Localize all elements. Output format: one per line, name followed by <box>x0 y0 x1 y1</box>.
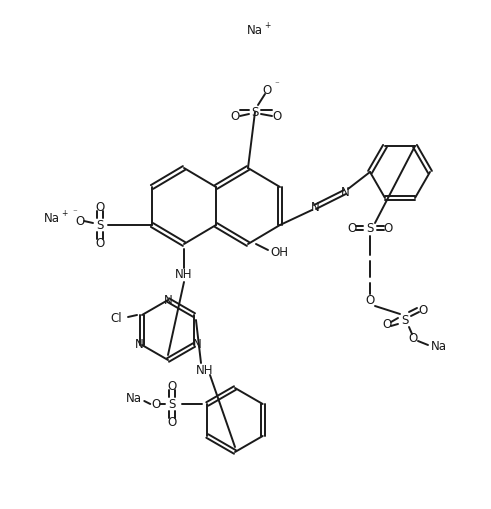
Text: O: O <box>382 318 392 330</box>
Text: N: N <box>311 201 319 213</box>
Text: S: S <box>366 221 374 235</box>
Text: O: O <box>347 221 356 235</box>
Text: O: O <box>95 201 105 213</box>
Text: Na: Na <box>44 212 60 224</box>
Text: NH: NH <box>196 363 214 377</box>
Text: Na: Na <box>126 392 142 406</box>
Text: O: O <box>262 83 272 97</box>
Text: ⁻: ⁻ <box>73 209 78 217</box>
Text: OH: OH <box>270 245 288 259</box>
Text: O: O <box>409 331 418 345</box>
Text: O: O <box>152 398 161 410</box>
Text: N: N <box>164 294 172 306</box>
Text: Na: Na <box>431 340 447 353</box>
Text: N: N <box>135 338 143 352</box>
Text: N: N <box>192 338 201 352</box>
Text: Cl: Cl <box>110 312 122 325</box>
Text: S: S <box>251 105 259 119</box>
Text: O: O <box>365 294 375 306</box>
Text: S: S <box>96 218 104 232</box>
Text: O: O <box>76 214 84 228</box>
Text: O: O <box>230 109 240 123</box>
Text: +: + <box>61 209 67 217</box>
Text: O: O <box>273 109 282 123</box>
Text: O: O <box>167 415 177 429</box>
Text: ⁻: ⁻ <box>274 80 279 90</box>
Text: S: S <box>401 314 409 326</box>
Text: S: S <box>168 398 176 410</box>
Text: O: O <box>383 221 393 235</box>
Text: +: + <box>264 20 270 30</box>
Text: Na: Na <box>247 23 263 37</box>
Text: O: O <box>167 380 177 392</box>
Text: O: O <box>95 237 105 249</box>
Text: O: O <box>418 303 428 317</box>
Text: NH: NH <box>175 269 193 281</box>
Text: N: N <box>341 185 350 199</box>
